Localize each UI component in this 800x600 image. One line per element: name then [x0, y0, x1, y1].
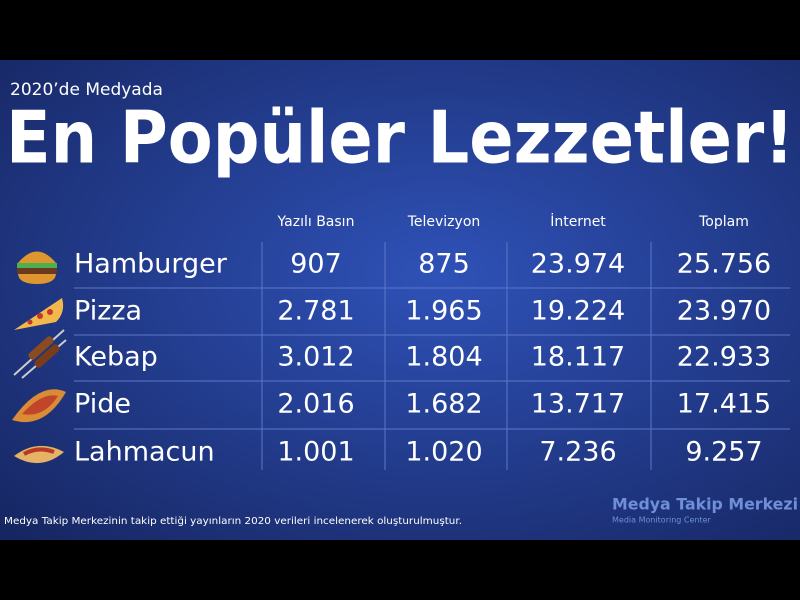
- cell-value: 1.020: [405, 437, 482, 468]
- logo-name: Medya Takip Merkezi: [612, 495, 798, 514]
- cell-value: 1.001: [277, 437, 354, 468]
- footer-note: Medya Takip Merkezinin takip ettiği yayı…: [4, 515, 462, 527]
- hamburger-icon: [17, 251, 57, 284]
- title: En Popüler Lezzetler!: [6, 96, 794, 180]
- column-header: Yazılı Basın: [277, 214, 355, 230]
- column-header: Toplam: [698, 214, 749, 230]
- background: [0, 60, 800, 540]
- column-header: Televizyon: [407, 214, 481, 230]
- cell-value: 7.236: [539, 437, 616, 468]
- row-label: Pide: [74, 389, 131, 420]
- pide-icon: [12, 389, 66, 423]
- cell-value: 23.970: [677, 296, 771, 327]
- cell-value: 2.016: [277, 389, 354, 420]
- cell-value: 2.781: [277, 296, 354, 327]
- pizza-icon: [14, 298, 64, 330]
- row-label: Hamburger: [74, 249, 228, 280]
- cell-value: 25.756: [677, 249, 771, 280]
- cell-value: 1.804: [405, 342, 482, 373]
- cell-value: 17.415: [677, 389, 771, 420]
- cell-value: 9.257: [685, 437, 762, 468]
- subtitle: 2020’de Medyada: [10, 80, 163, 100]
- cell-value: 3.012: [277, 342, 354, 373]
- logo-tagline: Media Monitoring Center: [612, 516, 712, 525]
- cell-value: 18.117: [531, 342, 625, 373]
- cell-value: 22.933: [677, 342, 771, 373]
- cell-value: 1.965: [405, 296, 482, 327]
- row-label: Lahmacun: [74, 437, 215, 468]
- cell-value: 907: [290, 249, 342, 280]
- lahmacun-icon: [14, 445, 64, 464]
- cell-value: 1.682: [405, 389, 482, 420]
- column-header: İnternet: [550, 212, 606, 230]
- cell-value: 23.974: [531, 249, 625, 280]
- row-label: Pizza: [74, 296, 142, 327]
- kebap-icon: [13, 329, 67, 379]
- cell-value: 875: [418, 249, 470, 280]
- food-icons: [12, 251, 67, 464]
- cell-value: 13.717: [531, 389, 625, 420]
- cell-value: 19.224: [531, 296, 625, 327]
- row-label: Kebap: [74, 342, 158, 373]
